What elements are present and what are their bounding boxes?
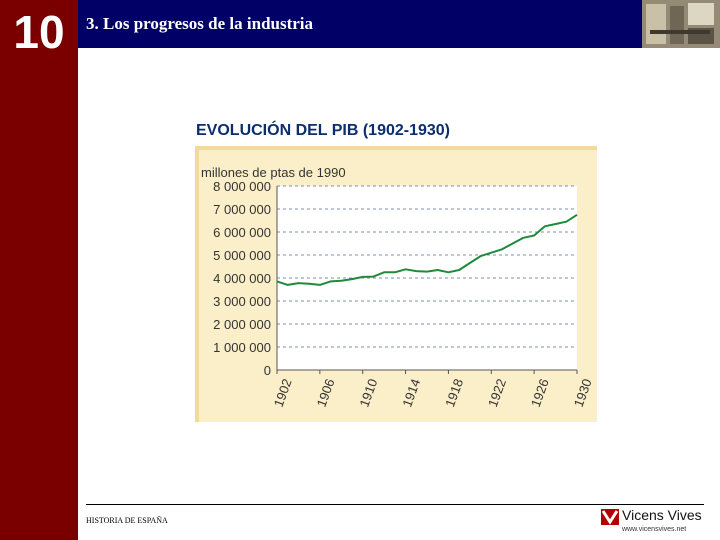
brand-url: www.vicensvives.net bbox=[622, 526, 687, 533]
gdp-line-chart: millones de ptas de 1990 0 1 000 000 2 000… bbox=[195, 146, 597, 422]
y-tick-label: 2 000 000 bbox=[213, 317, 271, 332]
y-tick-label: 5 000 000 bbox=[213, 248, 271, 263]
y-tick-label: 6 000 000 bbox=[213, 225, 271, 240]
footer-divider bbox=[86, 504, 704, 505]
section-title: 3. Los progresos de la industria bbox=[86, 14, 314, 33]
y-tick-label: 8 000 000 bbox=[213, 179, 271, 194]
chapter-number: 10 bbox=[13, 6, 65, 58]
vicens-vives-logo-icon bbox=[601, 509, 619, 525]
y-tick-label: 4 000 000 bbox=[213, 271, 271, 286]
y-tick-label: 1 000 000 bbox=[213, 340, 271, 355]
series-line-pib bbox=[276, 213, 578, 286]
chart-top-border bbox=[195, 146, 597, 150]
y-tick-label: 3 000 000 bbox=[213, 294, 271, 309]
header-bar bbox=[78, 0, 642, 48]
footer-subject: HISTORIA DE ESPAÑA bbox=[86, 516, 168, 525]
y-tick-label: 7 000 000 bbox=[213, 202, 271, 217]
header-thumbnail-image bbox=[642, 0, 720, 48]
brand-name: Vicens Vives bbox=[622, 507, 702, 523]
chapter-sidebar bbox=[0, 0, 78, 540]
chart-left-border bbox=[195, 146, 199, 422]
y-axis-label: millones de ptas de 1990 bbox=[201, 165, 346, 180]
chart-title: EVOLUCIÓN DEL PIB (1902-1930) bbox=[196, 122, 451, 139]
y-tick-label: 0 bbox=[264, 363, 271, 378]
